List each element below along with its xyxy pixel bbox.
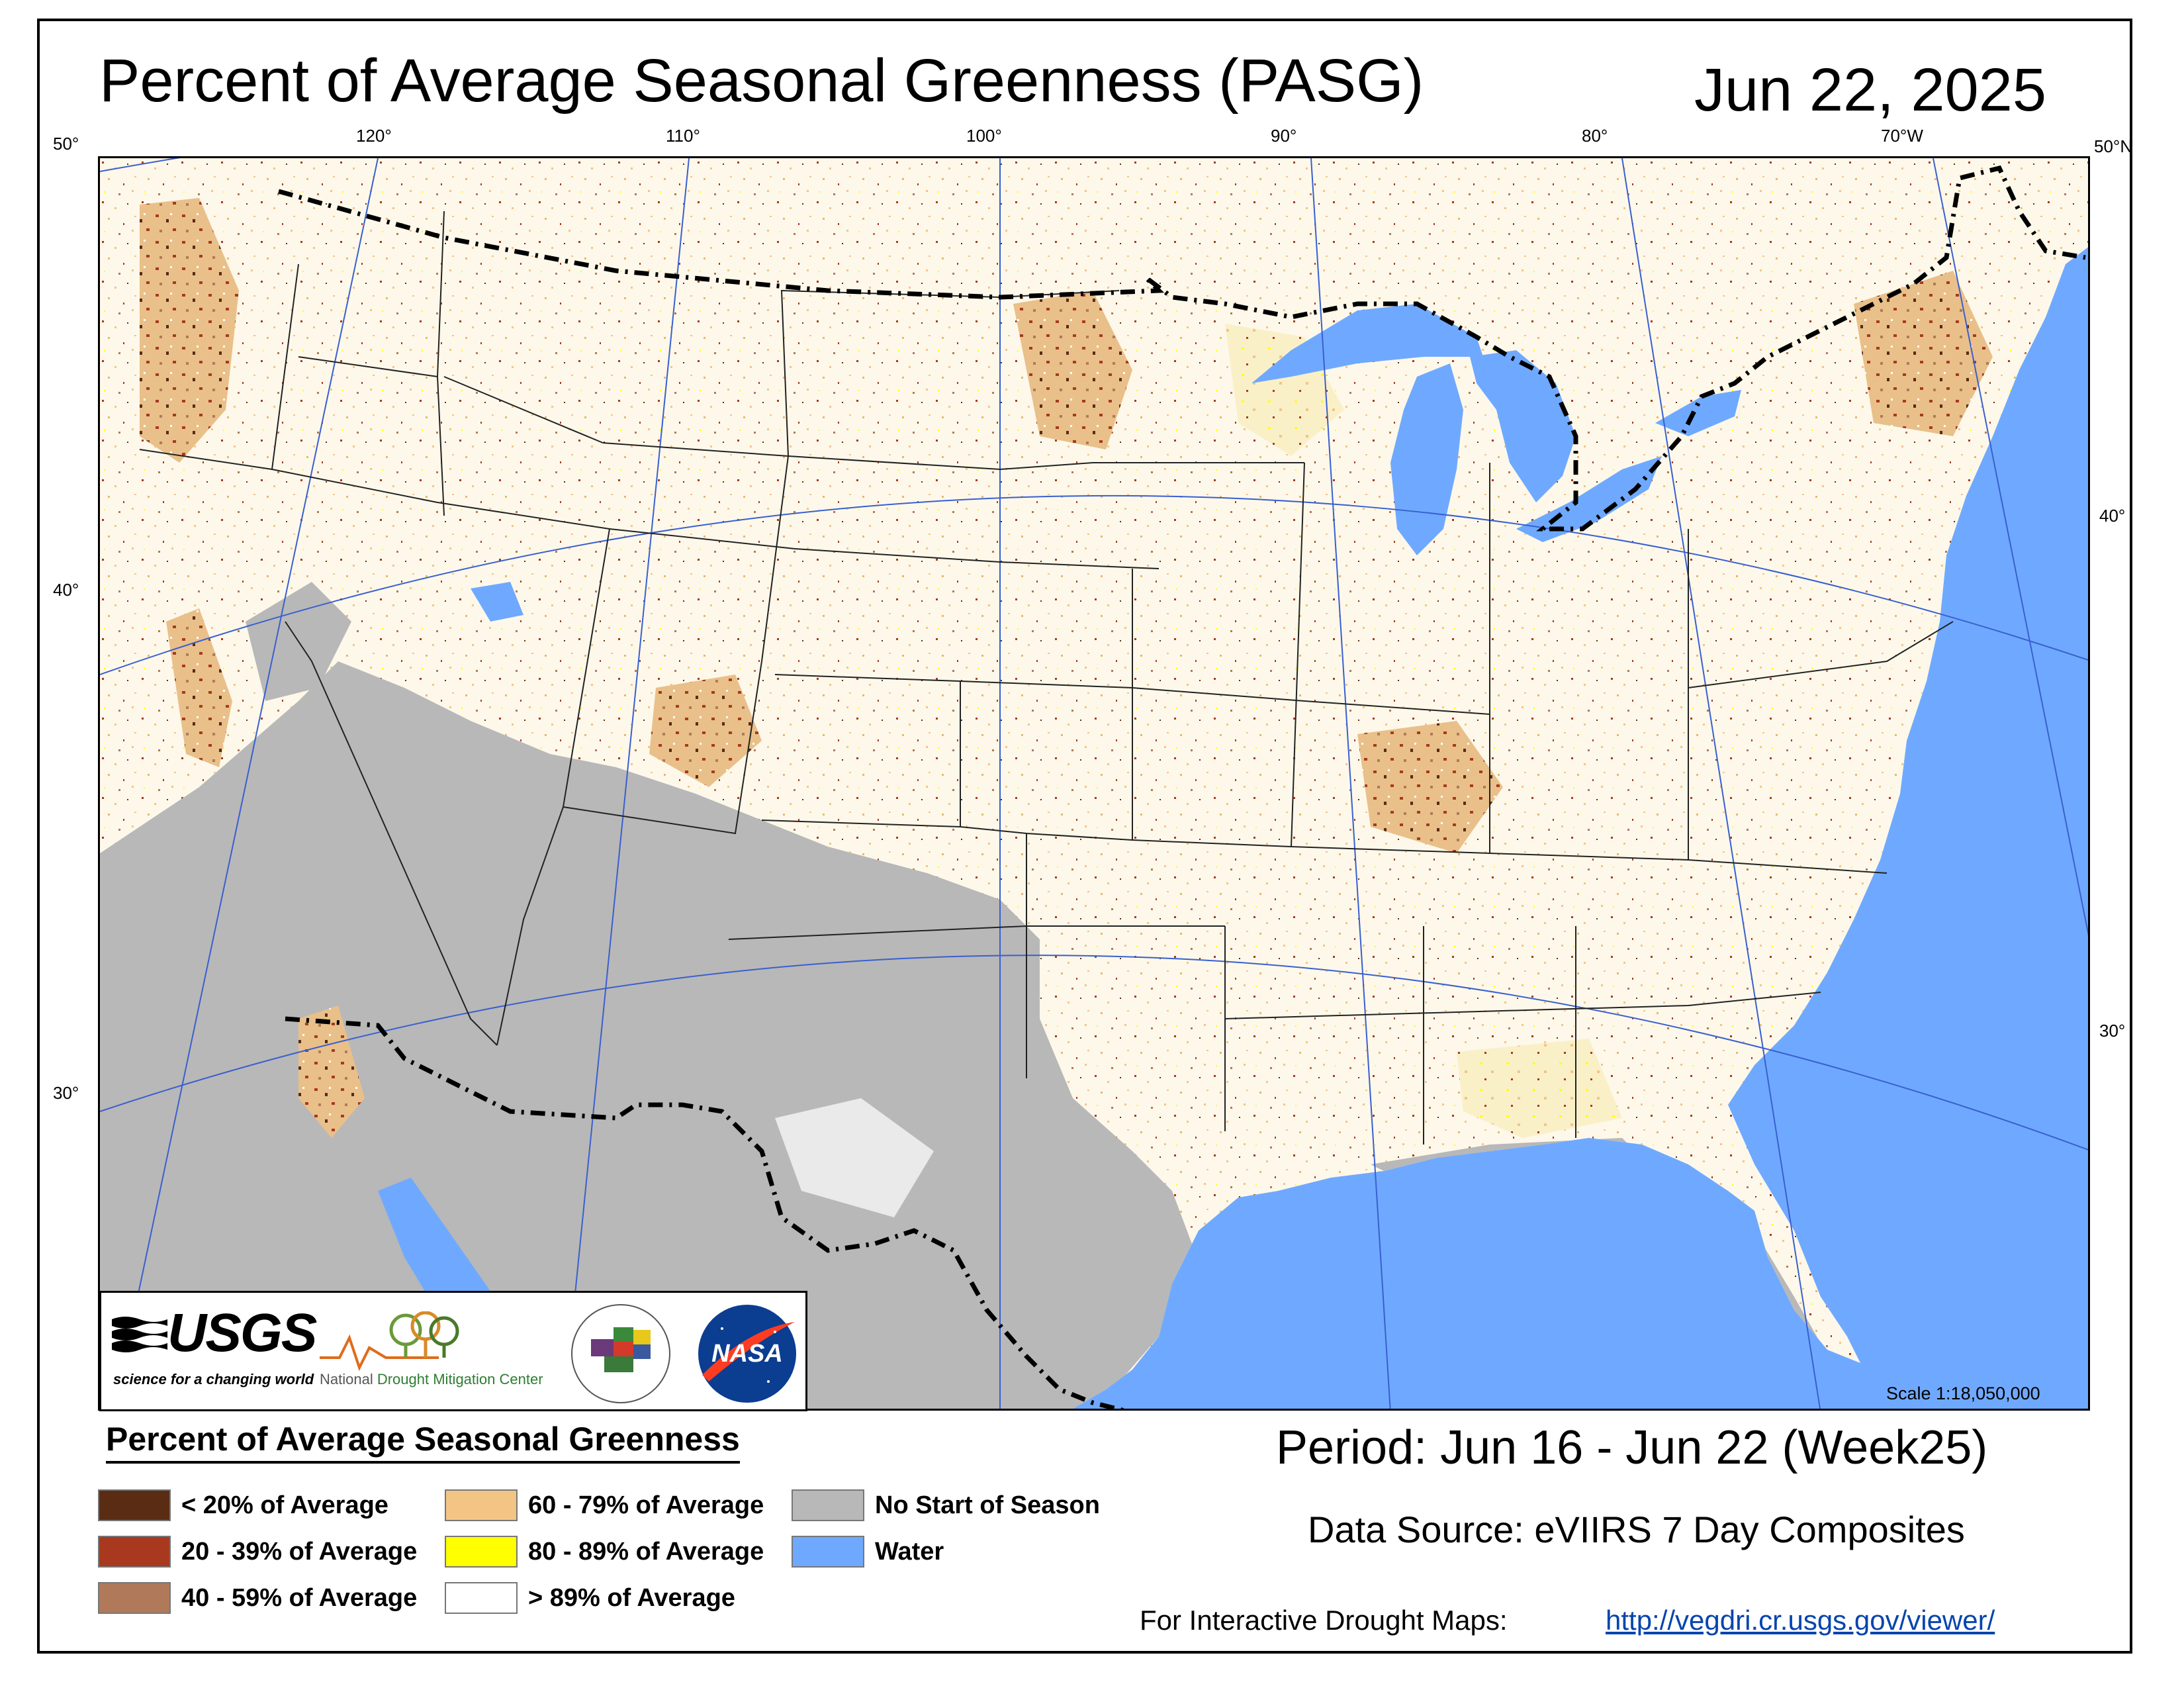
logo-box: USGS science for a changing world Nation… — [99, 1291, 807, 1411]
map-scale: Scale 1:18,050,000 — [1886, 1383, 2040, 1403]
legend-label: 60 - 79% of Average — [528, 1491, 764, 1519]
legend-item-60-79: 60 - 79% of Average — [445, 1489, 764, 1521]
lat-label-50n-right: 50°N — [2094, 136, 2133, 156]
legend-item-no-start: No Start of Season — [792, 1489, 1100, 1521]
usgs-logo-text: USGS — [167, 1303, 317, 1363]
lat-label-40-left: 40° — [53, 580, 79, 600]
lon-label-120: 120° — [356, 126, 392, 146]
interactive-maps-label: For Interactive Drought Maps: — [1140, 1605, 1508, 1636]
legend-swatch — [98, 1536, 171, 1568]
lon-label-110: 110° — [666, 126, 700, 146]
lat-label-40-right: 40° — [2099, 506, 2126, 526]
hprcc-logo-icon — [571, 1304, 670, 1403]
lake-huron — [1470, 350, 1576, 502]
legend-swatch — [792, 1536, 864, 1568]
lon-label-100: 100° — [966, 126, 1002, 146]
lat-label-30-right: 30° — [2099, 1021, 2126, 1041]
map-date: Jun 22, 2025 — [1694, 56, 2047, 124]
lat-label-50-left: 50° — [53, 134, 79, 154]
lake-ontario — [1655, 390, 1741, 436]
map-title: Percent of Average Seasonal Greenness (P… — [99, 47, 1424, 115]
usgs-tagline: science for a changing world — [113, 1371, 314, 1387]
lon-label-90: 90° — [1271, 126, 1297, 146]
legend-swatch — [98, 1582, 171, 1614]
legend-swatch — [445, 1582, 518, 1614]
nasa-meatball-icon: NASA — [698, 1305, 796, 1403]
ndmc-trees-icon — [320, 1311, 459, 1371]
legend-label: No Start of Season — [875, 1491, 1100, 1519]
legend-item-water: Water — [792, 1536, 944, 1568]
data-source-text: Data Source: eVIIRS 7 Day Composites — [1308, 1509, 1965, 1550]
legend-swatch — [445, 1489, 518, 1521]
legend-label: > 89% of Average — [528, 1583, 735, 1612]
usgs-wave-icon — [112, 1317, 167, 1352]
ndmc-logo-text: National Drought Mitigation Center — [320, 1371, 543, 1388]
viewer-link[interactable]: http://vegdri.cr.usgs.gov/viewer/ — [1606, 1605, 1995, 1636]
great-salt-lake — [471, 582, 523, 622]
legend-swatch — [792, 1489, 864, 1521]
lon-label-70w: 70°W — [1881, 126, 1923, 146]
legend-item-lt20: < 20% of Average — [98, 1489, 388, 1521]
lake-michigan — [1390, 363, 1463, 555]
legend-item-20-39: 20 - 39% of Average — [98, 1536, 417, 1568]
page-frame — [37, 19, 2132, 1654]
period-text: Period: Jun 16 - Jun 22 (Week25) — [1276, 1421, 1988, 1474]
legend-item-40-59: 40 - 59% of Average — [98, 1582, 417, 1614]
map-svg — [100, 158, 2088, 1409]
legend-label: 20 - 39% of Average — [181, 1537, 418, 1566]
lon-label-80: 80° — [1582, 126, 1608, 146]
legend-item-gt89: > 89% of Average — [445, 1582, 735, 1614]
legend-label: Water — [875, 1537, 944, 1566]
ndmc-prefix: National — [320, 1371, 377, 1387]
nasa-logo-text: NASA — [711, 1340, 783, 1368]
legend-swatch — [98, 1489, 171, 1521]
lat-label-30-left: 30° — [53, 1083, 79, 1103]
ndmc-highlight: Drought Mitigation Center — [377, 1371, 543, 1387]
legend-label: 80 - 89% of Average — [528, 1537, 764, 1566]
pasg-map — [98, 156, 2090, 1411]
legend-item-80-89: 80 - 89% of Average — [445, 1536, 764, 1568]
legend-label: 40 - 59% of Average — [181, 1583, 418, 1612]
lake-superior — [1251, 304, 1483, 383]
legend-swatch — [445, 1536, 518, 1568]
legend-title: Percent of Average Seasonal Greenness — [106, 1420, 740, 1464]
legend-label: < 20% of Average — [181, 1491, 388, 1519]
